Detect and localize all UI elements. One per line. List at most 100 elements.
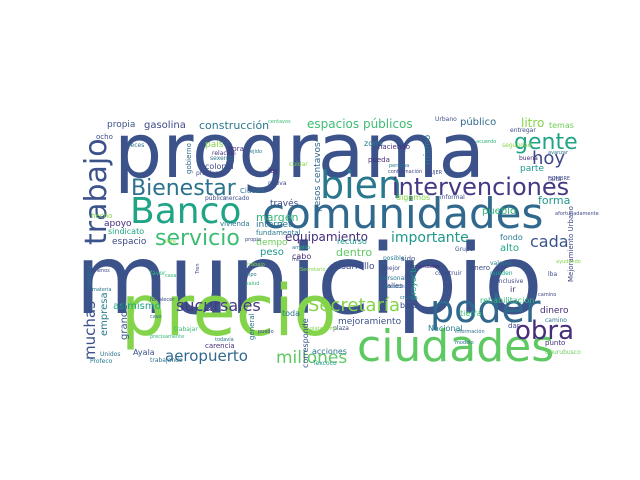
cloud-word: segundad: [502, 142, 532, 149]
cloud-word: libre: [165, 239, 176, 245]
cloud-word: puedo: [258, 329, 274, 335]
cloud-word: forma: [538, 194, 571, 207]
cloud-word: equipamiento: [285, 230, 368, 244]
cloud-word: dentro: [336, 246, 373, 259]
cloud-word: decisión: [384, 284, 405, 290]
cloud-word: ciudades: [357, 321, 555, 372]
cloud-word: casa: [165, 273, 177, 279]
cloud-word: cada: [530, 232, 569, 251]
cloud-word: ir: [510, 285, 516, 294]
cloud-word: mejor: [383, 265, 401, 272]
cloud-word: Ayala: [133, 348, 155, 357]
cloud-word: persona: [389, 163, 410, 169]
cloud-word: pueden: [490, 270, 513, 277]
cloud-word: cuidar: [289, 161, 308, 168]
cloud-word: Unidos: [100, 351, 121, 358]
cloud-word: espacio: [112, 237, 147, 247]
cloud-word: grande: [119, 304, 130, 340]
cloud-word: Profeco: [90, 358, 113, 365]
cloud-word: zona: [364, 139, 384, 148]
cloud-word: país: [205, 140, 224, 150]
cloud-word: Churubusco: [545, 349, 581, 356]
cloud-word: vivienda: [220, 220, 250, 228]
cloud-word: propia: [107, 120, 136, 130]
cloud-word: digamos: [396, 193, 431, 202]
cloud-word: mercado: [223, 195, 250, 202]
cloud-word: corresponde: [301, 318, 310, 368]
cloud-word: bajo: [400, 301, 418, 310]
cloud-word: crédito: [400, 295, 418, 301]
cloud-word: rehabilitación: [480, 296, 535, 305]
cloud-word: gasolina: [144, 120, 186, 131]
cloud-word: dinero: [540, 306, 569, 316]
cloud-word: poder: [430, 287, 541, 331]
cloud-word: Secretaría: [308, 295, 400, 316]
cloud-word: desarrollo: [330, 262, 375, 272]
cloud-word: veces: [127, 142, 145, 149]
cloud-word: internet: [256, 220, 292, 230]
cloud-word: relación: [212, 150, 236, 157]
cloud-word: Ciudad: [240, 187, 265, 195]
cloud-word: precio: [121, 270, 337, 352]
cloud-word: avanzar: [548, 150, 568, 156]
cloud-word: hora: [228, 145, 244, 153]
cloud-word: entregar: [510, 127, 536, 134]
cloud-word: muchas: [81, 301, 99, 360]
cloud-word: MUJER: [426, 170, 443, 176]
cloud-word: Grupo: [455, 246, 474, 253]
cloud-word: recurso: [337, 237, 367, 246]
cloud-word: público: [460, 117, 497, 128]
cloud-word: inclusive: [497, 278, 524, 285]
cloud-word: alto: [500, 243, 519, 254]
cloud-word: gobierno: [185, 143, 193, 174]
cloud-word: fortalecer: [150, 297, 175, 303]
cloud-word: sucursales: [176, 296, 261, 315]
cloud-word: importante: [391, 230, 469, 246]
cloud-word: programa: [114, 106, 485, 195]
cloud-word: empresa: [99, 292, 110, 336]
cloud-word: Mejoramiento Urbano: [567, 206, 575, 282]
cloud-word: lba: [548, 271, 558, 278]
cloud-word: dar: [508, 322, 520, 330]
cloud-word: construcción: [199, 119, 270, 132]
cloud-word: ocho: [96, 133, 113, 141]
cloud-word: propia: [245, 237, 261, 243]
cloud-word: bien: [320, 163, 403, 207]
cloud-word: personal: [380, 275, 406, 282]
cloud-word: enero: [470, 264, 491, 272]
cloud-word: parte: [520, 164, 544, 174]
cloud-word: ejido: [250, 149, 263, 155]
cloud-word: cabo: [292, 252, 312, 261]
cloud-word: Tren: [195, 263, 201, 274]
cloud-word: carencia: [205, 342, 235, 350]
cloud-word: tierra: [460, 309, 482, 318]
cloud-word: pública: [205, 195, 227, 202]
cloud-word: calles: [383, 282, 403, 290]
cloud-word: hecho: [91, 212, 113, 220]
cloud-word: falta: [548, 176, 562, 183]
cloud-word: mil: [292, 257, 300, 263]
cloud-word: plataforma: [310, 326, 338, 332]
cloud-word: obra: [515, 316, 575, 346]
cloud-word: favor: [150, 270, 166, 277]
cloud-word: hoy: [532, 148, 566, 169]
cloud-word: piso: [300, 245, 311, 251]
cloud-word: Texcoco: [313, 360, 337, 367]
cloud-word: general: [248, 313, 256, 340]
cloud-word: pueblo: [482, 206, 517, 217]
cloud-word: gente: [514, 130, 578, 155]
cloud-word: apoyo: [104, 219, 132, 229]
cloud-word: pueda: [368, 156, 390, 164]
cloud-word: HOMBRE: [548, 176, 571, 182]
cloud-word: tiempo: [256, 238, 288, 248]
cloud-word: trabajando: [150, 357, 183, 364]
cloud-word: acuerdo: [476, 139, 497, 145]
cloud-word: trabajar: [174, 326, 198, 333]
cloud-word: tipo: [247, 272, 257, 278]
cloud-word: afortunadamente: [555, 211, 599, 217]
cloud-word: nueva: [268, 180, 287, 187]
cloud-word: comunidades: [262, 189, 544, 238]
cloud-word: temas: [549, 121, 574, 130]
cloud-word: arriba: [292, 245, 307, 251]
